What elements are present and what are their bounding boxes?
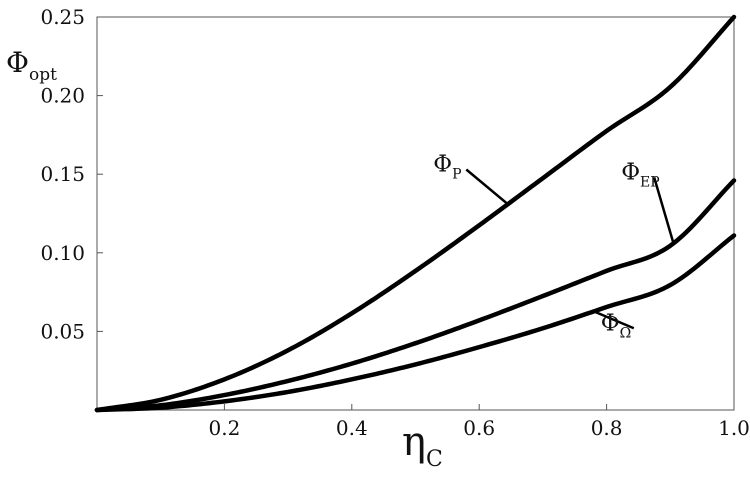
series-label-main: Φ (601, 310, 620, 336)
series-lines (94, 14, 737, 413)
y-axis-ticks: 0.05 0.10 0.15 0.20 0.25 (40, 5, 103, 343)
series-label-sub: EP (640, 174, 660, 190)
series-label-sub: P (452, 166, 461, 182)
series-line-1 (94, 14, 737, 413)
y-tick-label: 0.05 (40, 319, 85, 343)
y-tick-label: 0.10 (40, 241, 85, 265)
plot-frame (96, 16, 735, 411)
series-line-3 (94, 233, 737, 413)
series-label-leader (593, 310, 635, 330)
x-tick-label: 1.0 (718, 416, 750, 440)
x-axis-label-main: η (402, 419, 426, 465)
y-tick-label: 0.15 (40, 162, 85, 186)
series-label-leader (465, 168, 509, 206)
series-label-main: Φ (621, 159, 640, 185)
y-axis-label-main: Φ (6, 46, 29, 79)
x-axis-label: ηC (402, 419, 443, 472)
series-label-sub: Ω (620, 325, 632, 341)
x-axis-ticks: 0.2 0.4 0.6 0.8 1.0 (208, 404, 750, 440)
series-line-2 (94, 178, 737, 413)
x-axis-label-sub: C (426, 447, 443, 472)
series-label: ΦEP (621, 159, 660, 190)
x-tick-label: 0.6 (463, 416, 495, 440)
series-label-leader (652, 176, 675, 244)
x-tick-label: 0.8 (591, 416, 623, 440)
y-axis-label-sub: opt (29, 65, 57, 85)
x-tick-label: 0.2 (208, 416, 240, 440)
y-tick-label: 0.20 (40, 84, 85, 108)
series-label: ΦΩ (601, 310, 631, 341)
y-axis-label: Φopt (6, 46, 57, 85)
series-label-main: Φ (433, 151, 452, 177)
series-label: ΦP (433, 151, 461, 182)
x-tick-label: 0.4 (336, 416, 368, 440)
y-tick-label: 0.25 (40, 5, 85, 29)
